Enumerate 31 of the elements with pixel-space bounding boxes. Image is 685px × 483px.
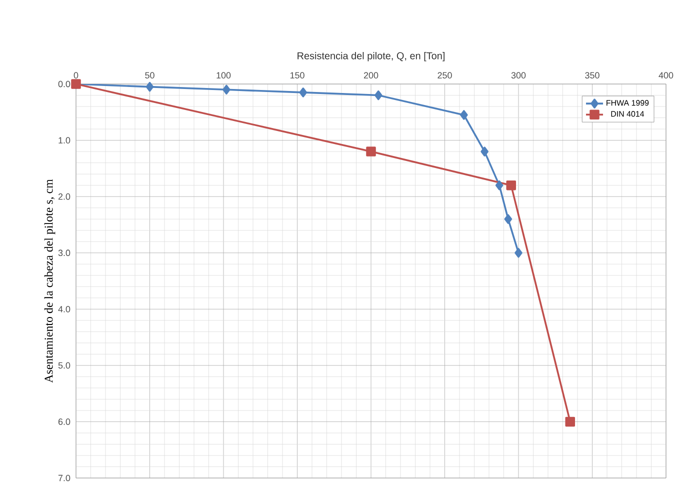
y-tick-label: 5.0 (58, 362, 70, 369)
x-tick-label: 200 (364, 72, 378, 78)
point (374, 90, 382, 100)
point (514, 248, 522, 258)
x-tick-label: 350 (585, 72, 600, 78)
x-tick-label: 150 (290, 72, 304, 78)
y-tick-label: 6.0 (58, 418, 70, 425)
point (480, 146, 488, 156)
point (146, 82, 154, 92)
y-tick-label: 3.0 (58, 250, 70, 256)
y-axis-title: Asentamiento de la cabeza del pilote s, cm (44, 179, 56, 383)
y-tick-label: 2.0 (58, 193, 70, 200)
point (366, 146, 376, 156)
point (495, 180, 504, 190)
point (222, 84, 230, 95)
y-tick-label: 1.0 (58, 137, 70, 144)
x-tick-label: 0 (74, 72, 78, 78)
x-tick-label: 50 (145, 72, 154, 78)
point (504, 214, 512, 224)
x-axis-title: Resistencia del pilote, Q, en [Ton] (298, 52, 444, 62)
point (565, 416, 576, 427)
y-tick-label: 7.0 (58, 474, 70, 482)
y-tick-label: 4.0 (58, 306, 70, 312)
x-tick-label: 100 (216, 72, 231, 78)
point (506, 180, 516, 190)
x-tick-label: 300 (511, 72, 526, 78)
y-tick-label: 0.0 (58, 80, 70, 88)
point (299, 88, 308, 98)
x-tick-label: 400 (658, 72, 674, 78)
point (460, 110, 468, 120)
x-tick-label: 250 (438, 72, 452, 78)
